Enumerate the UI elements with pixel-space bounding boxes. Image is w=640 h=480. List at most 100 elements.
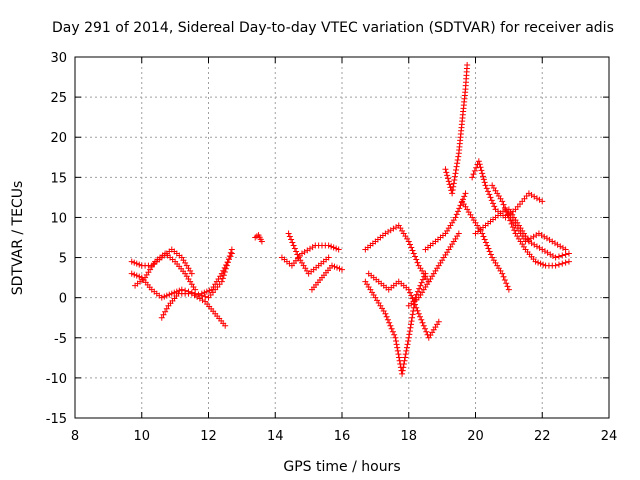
data-point (451, 173, 458, 180)
data-point (171, 289, 178, 296)
x-axis-label: GPS time / hours (283, 459, 400, 475)
series-s14 (422, 190, 469, 253)
data-point (479, 230, 486, 237)
data-point (486, 191, 493, 198)
data-point (218, 270, 225, 277)
data-point (454, 160, 461, 167)
data-point (509, 224, 516, 231)
data-point (163, 305, 170, 312)
data-point (499, 198, 506, 205)
data-point (419, 319, 426, 326)
data-point (449, 187, 456, 194)
data-point (198, 290, 205, 297)
x-tick-label: 20 (467, 429, 484, 444)
data-point (128, 270, 135, 277)
data-point (535, 259, 542, 266)
data-point (565, 258, 572, 265)
data-point (409, 314, 416, 321)
x-tick-label: 12 (200, 429, 217, 444)
data-point (539, 198, 546, 205)
series-s20 (505, 206, 572, 261)
data-point (202, 293, 209, 300)
data-point (400, 364, 407, 371)
data-point (325, 254, 332, 261)
series-s13 (405, 230, 462, 309)
data-point (402, 351, 409, 358)
y-axis-ticks: -15 -10 -5 0 5 10 15 20 25 30 (46, 51, 609, 427)
data-point (335, 246, 342, 253)
data-point (504, 211, 511, 218)
series-s9 (308, 262, 345, 293)
data-point (552, 254, 559, 261)
data-point (483, 185, 490, 192)
data-point (501, 204, 508, 211)
data-point (133, 260, 140, 267)
data-point (394, 344, 401, 351)
data-point (461, 193, 468, 200)
y-axis-label: SDTVAR / TECUs (10, 181, 26, 296)
data-point (559, 252, 566, 259)
data-point (396, 354, 403, 361)
data-point (417, 313, 424, 320)
data-point (414, 259, 421, 266)
x-tick-label: 8 (71, 429, 79, 444)
data-point (131, 259, 138, 266)
data-point (383, 313, 390, 320)
data-point (387, 322, 394, 329)
data-point (412, 301, 419, 308)
data-point (408, 292, 415, 299)
data-point (482, 182, 489, 189)
data-point (403, 344, 410, 351)
data-point (401, 357, 408, 364)
data-point (479, 170, 486, 177)
data-point (562, 246, 569, 253)
y-tick-label: -5 (54, 332, 67, 347)
data-point (446, 181, 453, 188)
x-tick-label: 16 (334, 429, 351, 444)
series-s8 (285, 230, 332, 277)
data-point (505, 214, 512, 221)
data-point (488, 197, 495, 204)
x-tick-label: 24 (601, 429, 618, 444)
data-point (336, 265, 343, 272)
data-point (499, 270, 506, 277)
data-point (412, 253, 419, 260)
data-point (454, 156, 461, 163)
data-point (418, 279, 425, 286)
data-point (464, 62, 471, 69)
data-point (414, 288, 421, 295)
data-point (508, 220, 515, 227)
data-point (505, 286, 512, 293)
data-point (222, 322, 229, 329)
y-tick-label: 0 (59, 292, 67, 307)
data-point (399, 370, 406, 377)
data-point (452, 170, 459, 177)
x-tick-label: 10 (133, 429, 150, 444)
data-point (456, 205, 463, 212)
data-point (409, 295, 416, 302)
y-tick-label: 5 (59, 252, 67, 267)
data-point (395, 351, 402, 358)
data-point (450, 180, 457, 187)
data-point (290, 242, 297, 249)
data-point (226, 256, 233, 263)
y-tick-label: 25 (50, 91, 67, 106)
data-point (500, 201, 507, 208)
data-point (328, 262, 335, 269)
data-point (444, 175, 451, 182)
data-point (192, 286, 199, 293)
data-point (160, 311, 167, 318)
data-point (449, 190, 456, 197)
data-point (475, 158, 482, 165)
data-point (480, 176, 487, 183)
series-s10 (362, 270, 429, 377)
data-point (402, 354, 409, 361)
data-point (407, 241, 414, 248)
data-point (451, 177, 458, 184)
data-point (136, 273, 143, 280)
data-point (540, 261, 547, 268)
data-point (480, 233, 487, 240)
data-point (286, 233, 293, 240)
data-point (487, 194, 494, 201)
